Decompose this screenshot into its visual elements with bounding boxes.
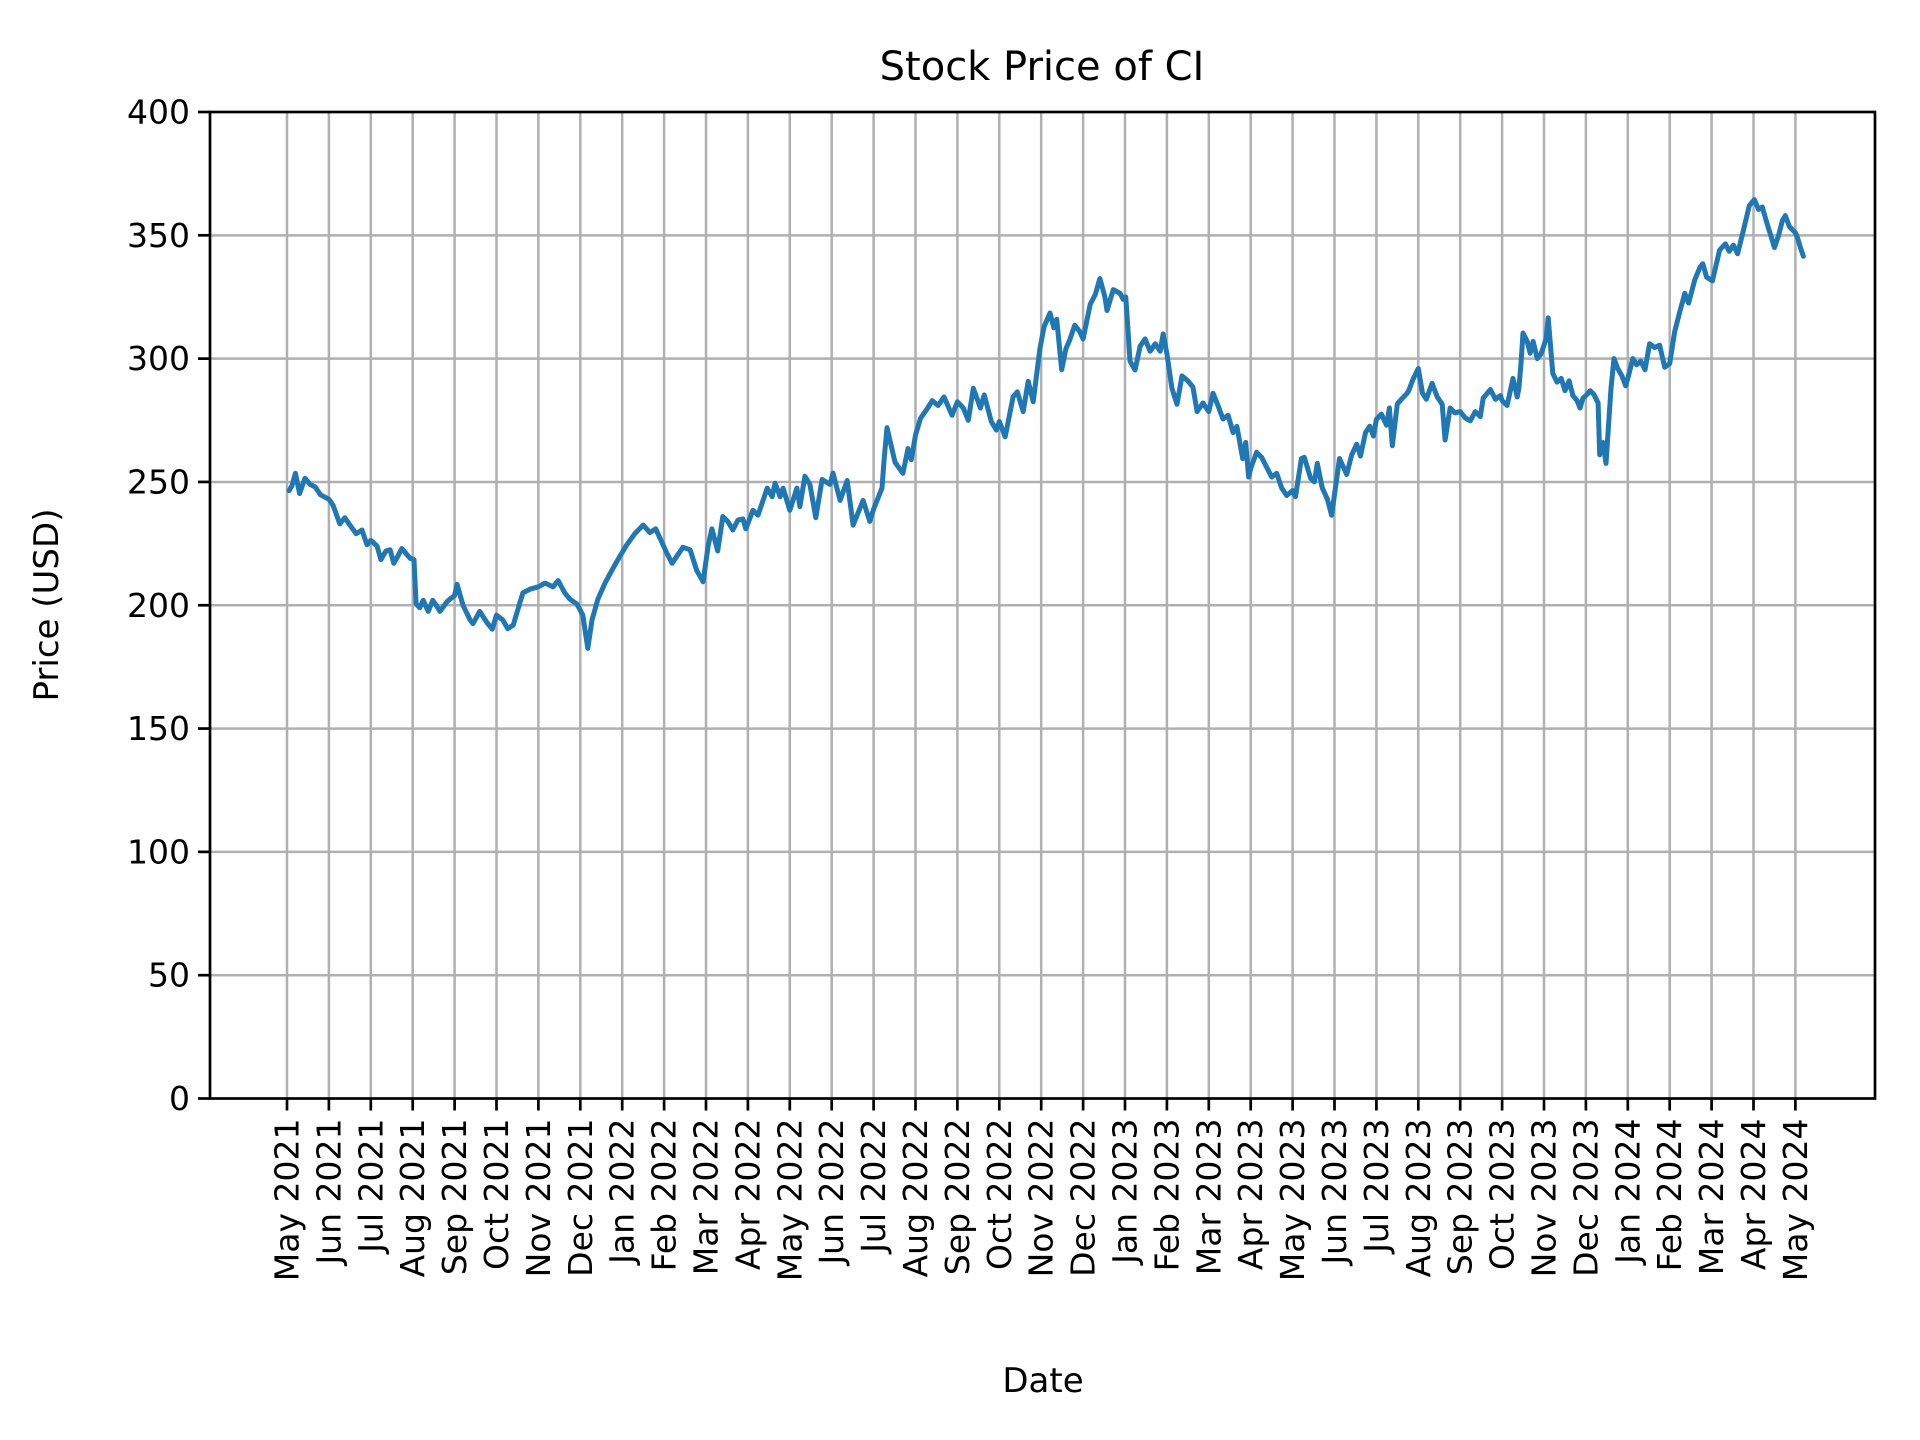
x-tick-label: Aug 2023 bbox=[1399, 1119, 1438, 1278]
x-tick-label: Jun 2022 bbox=[812, 1119, 851, 1267]
x-tick-label: Feb 2022 bbox=[645, 1119, 684, 1272]
x-tick-label: Jan 2022 bbox=[603, 1119, 642, 1266]
x-tick-label: Apr 2024 bbox=[1734, 1119, 1773, 1271]
chart-grid bbox=[210, 112, 1875, 1099]
x-tick-label: Jun 2023 bbox=[1315, 1119, 1354, 1267]
chart-series bbox=[286, 197, 1806, 651]
x-tick-label: Jan 2024 bbox=[1608, 1119, 1647, 1266]
chart-title: Stock Price of CI bbox=[880, 44, 1205, 90]
x-tick-label: Mar 2024 bbox=[1692, 1119, 1731, 1276]
x-tick-label: May 2023 bbox=[1273, 1119, 1312, 1282]
x-tick-label: Apr 2023 bbox=[1231, 1119, 1270, 1271]
y-tick-label: 350 bbox=[127, 216, 190, 255]
x-tick-label: Oct 2023 bbox=[1483, 1119, 1522, 1271]
x-tick-label: Apr 2022 bbox=[728, 1119, 767, 1271]
x-tick-label: May 2021 bbox=[268, 1119, 307, 1282]
x-tick-label: May 2022 bbox=[770, 1119, 809, 1282]
x-tick-label: Nov 2022 bbox=[1022, 1119, 1061, 1278]
x-tick-label: Jun 2021 bbox=[309, 1119, 348, 1267]
x-tick-label: Feb 2023 bbox=[1147, 1119, 1186, 1272]
plot-border bbox=[208, 110, 1877, 1100]
price-line bbox=[286, 197, 1806, 651]
y-tick-label: 50 bbox=[148, 956, 190, 995]
y-tick-label: 200 bbox=[127, 586, 190, 625]
y-tick-label: 0 bbox=[169, 1079, 190, 1118]
x-tick-label: Jul 2023 bbox=[1357, 1119, 1396, 1255]
x-tick-label: Nov 2023 bbox=[1525, 1119, 1564, 1278]
x-tick-label: Sep 2022 bbox=[938, 1119, 977, 1276]
x-tick-label: Dec 2021 bbox=[561, 1119, 600, 1277]
x-tick-label: Jul 2022 bbox=[854, 1119, 893, 1255]
x-tick-label: Mar 2023 bbox=[1189, 1119, 1228, 1276]
x-tick-label: Jan 2023 bbox=[1106, 1119, 1145, 1266]
x-tick-label: Mar 2022 bbox=[687, 1119, 726, 1276]
y-tick-label: 250 bbox=[127, 462, 190, 501]
x-tick-label: May 2024 bbox=[1776, 1119, 1815, 1282]
x-tick-label: Jul 2021 bbox=[351, 1119, 390, 1255]
x-tick-label: Sep 2021 bbox=[435, 1119, 474, 1276]
x-tick-label: Oct 2021 bbox=[477, 1119, 516, 1271]
x-axis-label: Date bbox=[1002, 1361, 1083, 1401]
x-tick-label: Aug 2021 bbox=[393, 1119, 432, 1278]
y-tick-label: 150 bbox=[127, 709, 190, 748]
x-tick-label: Feb 2024 bbox=[1650, 1119, 1689, 1272]
x-tick-label: Dec 2022 bbox=[1064, 1119, 1103, 1277]
x-tick-label: Oct 2022 bbox=[980, 1119, 1019, 1271]
chart-tick-labels: May 2021 Jun 2021 Jul 2021 Aug 2021 Sep 2021… bbox=[127, 93, 1815, 1282]
x-tick-label: Aug 2022 bbox=[896, 1119, 935, 1278]
y-axis-label: Price (USD) bbox=[27, 509, 67, 702]
chart-axes bbox=[198, 110, 1877, 1111]
x-tick-label: Dec 2023 bbox=[1566, 1119, 1605, 1277]
y-tick-label: 400 bbox=[127, 93, 190, 132]
y-tick-label: 300 bbox=[127, 339, 190, 378]
x-tick-label: Nov 2021 bbox=[519, 1119, 558, 1278]
x-tick-label: Sep 2023 bbox=[1441, 1119, 1480, 1276]
y-tick-label: 100 bbox=[127, 832, 190, 871]
